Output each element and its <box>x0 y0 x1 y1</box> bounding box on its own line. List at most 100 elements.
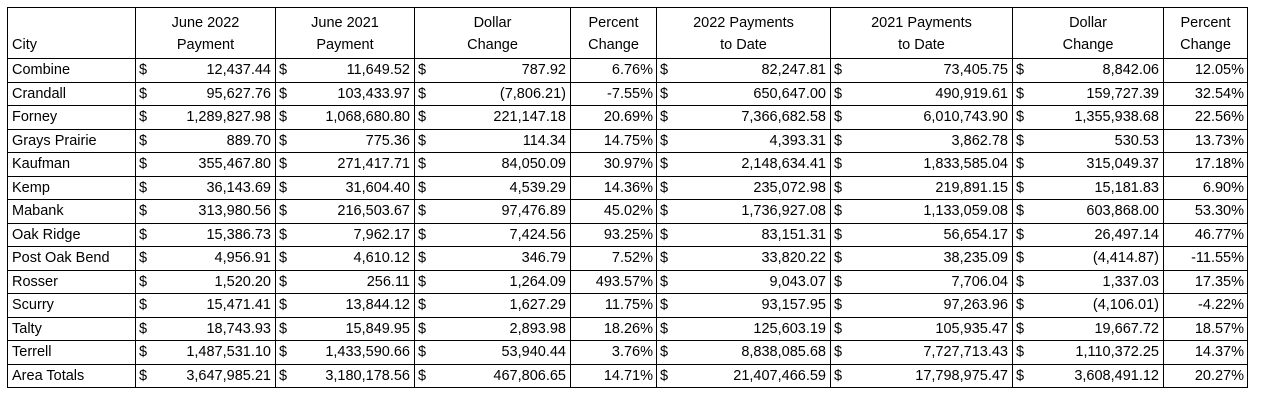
dollar-change-ytd-cell: (4,106.01) <box>1028 293 1164 318</box>
currency-symbol: $ <box>135 175 152 200</box>
table-row: Terrell $1,487,531.10 $1,433,590.66 $53,940… <box>7 340 1248 365</box>
payments-to-date-2021-cell: 38,235.09 <box>846 246 1013 271</box>
payments-to-date-2021-cell: 7,706.04 <box>846 269 1013 294</box>
payments-to-date-2022-cell: 33,820.22 <box>672 246 831 271</box>
payments-to-date-2022-cell: 7,366,682.58 <box>672 105 831 130</box>
currency-symbol: $ <box>656 340 673 365</box>
city-cell: Oak Ridge <box>7 222 136 247</box>
percent-change-monthly-cell: 11.75% <box>570 293 657 318</box>
dollar-change-monthly-cell: 787.92 <box>430 58 571 83</box>
currency-symbol: $ <box>656 152 673 177</box>
june-2022-payment-cell: 95,627.76 <box>151 81 276 106</box>
currency-symbol: $ <box>830 152 847 177</box>
currency-symbol: $ <box>1012 269 1029 294</box>
percent-change-ytd-cell: 18.57% <box>1163 316 1248 341</box>
header-june-2022-payment: June 2022 Payment <box>135 7 276 59</box>
header-2021-payments-to-date: 2021 Payments to Date <box>830 7 1013 59</box>
currency-symbol: $ <box>414 340 431 365</box>
table-row: Area Totals $3,647,985.21 $3,180,178.56 $46… <box>7 363 1248 388</box>
currency-symbol: $ <box>1012 363 1029 388</box>
currency-symbol: $ <box>275 246 292 271</box>
table-row: Crandall $95,627.76 $103,433.97 $ (7,806.21)… <box>7 81 1248 106</box>
payments-to-date-2021-cell: 1,833,585.04 <box>846 152 1013 177</box>
currency-symbol: $ <box>414 58 431 83</box>
dollar-change-monthly-cell: 1,264.09 <box>430 269 571 294</box>
percent-change-monthly-cell: 93.25% <box>570 222 657 247</box>
payments-to-date-2021-cell: 7,727,713.43 <box>846 340 1013 365</box>
dollar-change-monthly-cell: 114.34 <box>430 128 571 153</box>
percent-change-monthly-cell: 20.69% <box>570 105 657 130</box>
currency-symbol: $ <box>1012 58 1029 83</box>
table-row: Post Oak Bend $4,956.91 $4,610.12 $346.79 7.… <box>7 246 1248 271</box>
dollar-change-monthly-cell: 4,539.29 <box>430 175 571 200</box>
currency-symbol: $ <box>830 269 847 294</box>
currency-symbol: $ <box>1012 105 1029 130</box>
june-2021-payment-cell: 103,433.97 <box>291 81 415 106</box>
currency-symbol: $ <box>135 152 152 177</box>
header-dollar-change-ytd: Dollar Change <box>1012 7 1164 59</box>
currency-symbol: $ <box>1012 152 1029 177</box>
currency-symbol: $ <box>135 128 152 153</box>
june-2022-payment-cell: 15,471.41 <box>151 293 276 318</box>
currency-symbol: $ <box>656 105 673 130</box>
currency-symbol: $ <box>414 293 431 318</box>
percent-change-monthly-cell: 30.97% <box>570 152 657 177</box>
currency-symbol: $ <box>656 199 673 224</box>
currency-symbol: $ <box>1012 128 1029 153</box>
currency-symbol: $ <box>135 340 152 365</box>
june-2022-payment-cell: 36,143.69 <box>151 175 276 200</box>
currency-symbol: $ <box>414 199 431 224</box>
june-2021-payment-cell: 7,962.17 <box>291 222 415 247</box>
percent-change-ytd-cell: 20.27% <box>1163 363 1248 388</box>
dollar-change-ytd-cell: 530.53 <box>1028 128 1164 153</box>
currency-symbol: $ <box>656 81 673 106</box>
dollar-change-ytd-cell: 26,497.14 <box>1028 222 1164 247</box>
currency-symbol: $ <box>830 246 847 271</box>
percent-change-ytd-cell: -11.55% <box>1163 246 1248 271</box>
currency-symbol: $ <box>414 175 431 200</box>
payments-to-date-2021-cell: 17,798,975.47 <box>846 363 1013 388</box>
currency-symbol: $ <box>275 222 292 247</box>
percent-change-monthly-cell: 3.76% <box>570 340 657 365</box>
currency-symbol: $ <box>135 222 152 247</box>
currency-symbol: $ <box>656 175 673 200</box>
currency-symbol: $ <box>135 293 152 318</box>
currency-symbol: $ <box>275 269 292 294</box>
currency-symbol: $ <box>830 222 847 247</box>
june-2021-payment-cell: 11,649.52 <box>291 58 415 83</box>
currency-symbol: $ <box>656 269 673 294</box>
currency-symbol: $ <box>275 128 292 153</box>
june-2021-payment-cell: 13,844.12 <box>291 293 415 318</box>
june-2022-payment-cell: 1,520.20 <box>151 269 276 294</box>
percent-change-ytd-cell: 12.05% <box>1163 58 1248 83</box>
june-2021-payment-cell: 271,417.71 <box>291 152 415 177</box>
currency-symbol: $ <box>830 293 847 318</box>
currency-symbol: $ <box>656 58 673 83</box>
currency-symbol: $ <box>414 105 431 130</box>
currency-symbol: $ <box>275 175 292 200</box>
percent-change-ytd-cell: 17.35% <box>1163 269 1248 294</box>
dollar-change-ytd-cell: 1,110,372.25 <box>1028 340 1164 365</box>
currency-symbol: $ <box>275 152 292 177</box>
percent-change-monthly-cell: -7.55% <box>570 81 657 106</box>
currency-symbol: $ <box>1012 175 1029 200</box>
payments-to-date-2022-cell: 8,838,085.68 <box>672 340 831 365</box>
payments-to-date-2021-cell: 490,919.61 <box>846 81 1013 106</box>
june-2022-payment-cell: 889.70 <box>151 128 276 153</box>
currency-symbol: $ <box>275 340 292 365</box>
currency-symbol: $ <box>1012 222 1029 247</box>
percent-change-monthly-cell: 493.57% <box>570 269 657 294</box>
payments-to-date-2021-cell: 105,935.47 <box>846 316 1013 341</box>
june-2021-payment-cell: 3,180,178.56 <box>291 363 415 388</box>
payments-table: City June 2022 Payment June 2021 Payment D… <box>7 7 1248 388</box>
percent-change-ytd-cell: 13.73% <box>1163 128 1248 153</box>
city-cell: Kemp <box>7 175 136 200</box>
june-2021-payment-cell: 256.11 <box>291 269 415 294</box>
header-city: City <box>7 7 136 59</box>
currency-symbol: $ <box>275 363 292 388</box>
currency-symbol: $ <box>1012 293 1029 318</box>
currency-symbol: $ <box>830 340 847 365</box>
city-cell: Post Oak Bend <box>7 246 136 271</box>
city-cell: Crandall <box>7 81 136 106</box>
currency-symbol: $ <box>135 199 152 224</box>
